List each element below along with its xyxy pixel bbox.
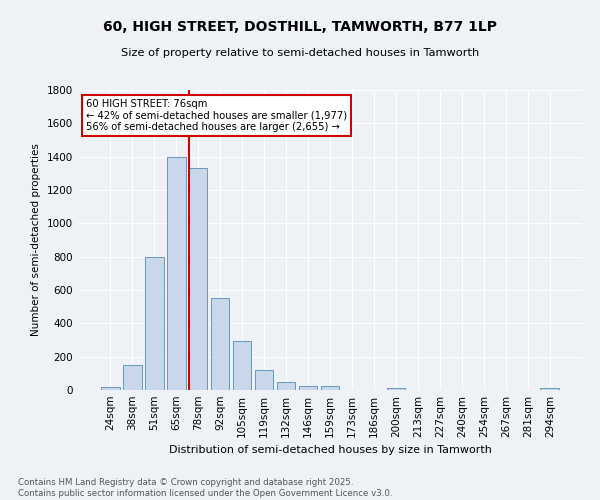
Text: 60, HIGH STREET, DOSTHILL, TAMWORTH, B77 1LP: 60, HIGH STREET, DOSTHILL, TAMWORTH, B77…	[103, 20, 497, 34]
Bar	[189, 168, 208, 390]
Bar	[320, 386, 340, 390]
Text: Size of property relative to semi-detached houses in Tamworth: Size of property relative to semi-detach…	[121, 48, 479, 58]
Bar	[233, 341, 251, 390]
Bar	[299, 386, 317, 390]
Text: Contains HM Land Registry data © Crown copyright and database right 2025.
Contai: Contains HM Land Registry data © Crown c…	[18, 478, 392, 498]
Bar	[277, 382, 295, 390]
Bar	[101, 386, 119, 390]
Bar	[145, 256, 164, 390]
Bar	[541, 388, 559, 390]
Bar	[255, 370, 274, 390]
Text: 60 HIGH STREET: 76sqm
← 42% of semi-detached houses are smaller (1,977)
56% of s: 60 HIGH STREET: 76sqm ← 42% of semi-deta…	[86, 99, 347, 132]
X-axis label: Distribution of semi-detached houses by size in Tamworth: Distribution of semi-detached houses by …	[169, 446, 491, 456]
Bar	[211, 298, 229, 390]
Bar	[167, 156, 185, 390]
Bar	[386, 388, 405, 390]
Bar	[123, 365, 142, 390]
Y-axis label: Number of semi-detached properties: Number of semi-detached properties	[31, 144, 41, 336]
